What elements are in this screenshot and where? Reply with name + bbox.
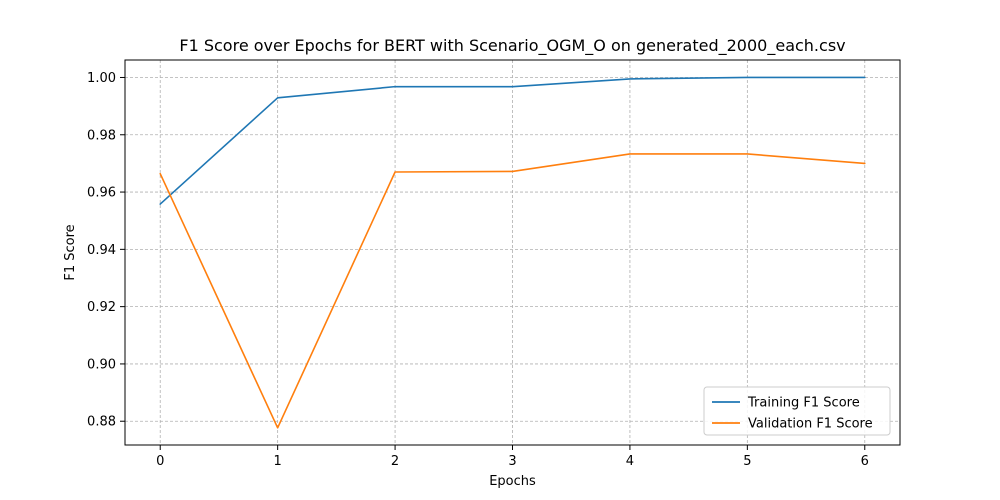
legend: Training F1 Score Validation F1 Score xyxy=(703,386,891,436)
y-axis-title: F1 Score xyxy=(63,224,78,280)
x-tick-label: 3 xyxy=(508,454,516,469)
y-axis-ticks: 0.88 0.90 0.92 0.94 0.96 0.98 1.00 xyxy=(87,71,125,430)
y-tick-label: 0.98 xyxy=(87,128,116,143)
x-axis-ticks: 0 1 2 3 4 5 6 xyxy=(156,445,869,469)
y-tick-label: 0.90 xyxy=(87,357,116,372)
y-tick-label: 0.94 xyxy=(87,243,116,258)
y-tick-label: 0.88 xyxy=(87,415,116,430)
x-tick-label: 0 xyxy=(156,454,164,469)
x-axis-title: Epochs xyxy=(489,474,536,489)
series-line-0 xyxy=(159,76,866,205)
series-line-1 xyxy=(159,153,866,429)
legend-label-0: Training F1 Score xyxy=(747,396,860,411)
legend-box xyxy=(703,386,891,436)
x-tick-label: 6 xyxy=(861,454,869,469)
y-tick-label: 1.00 xyxy=(87,71,116,86)
x-tick-label: 1 xyxy=(274,454,282,469)
y-tick-label: 0.92 xyxy=(87,300,116,315)
series-lines xyxy=(159,76,866,429)
chart-title: F1 Score over Epochs for BERT with Scena… xyxy=(179,36,845,56)
x-tick-label: 5 xyxy=(743,454,751,469)
x-tick-label: 4 xyxy=(626,454,634,469)
y-tick-label: 0.96 xyxy=(87,186,116,201)
x-tick-label: 2 xyxy=(391,454,399,469)
legend-label-1: Validation F1 Score xyxy=(748,417,873,432)
